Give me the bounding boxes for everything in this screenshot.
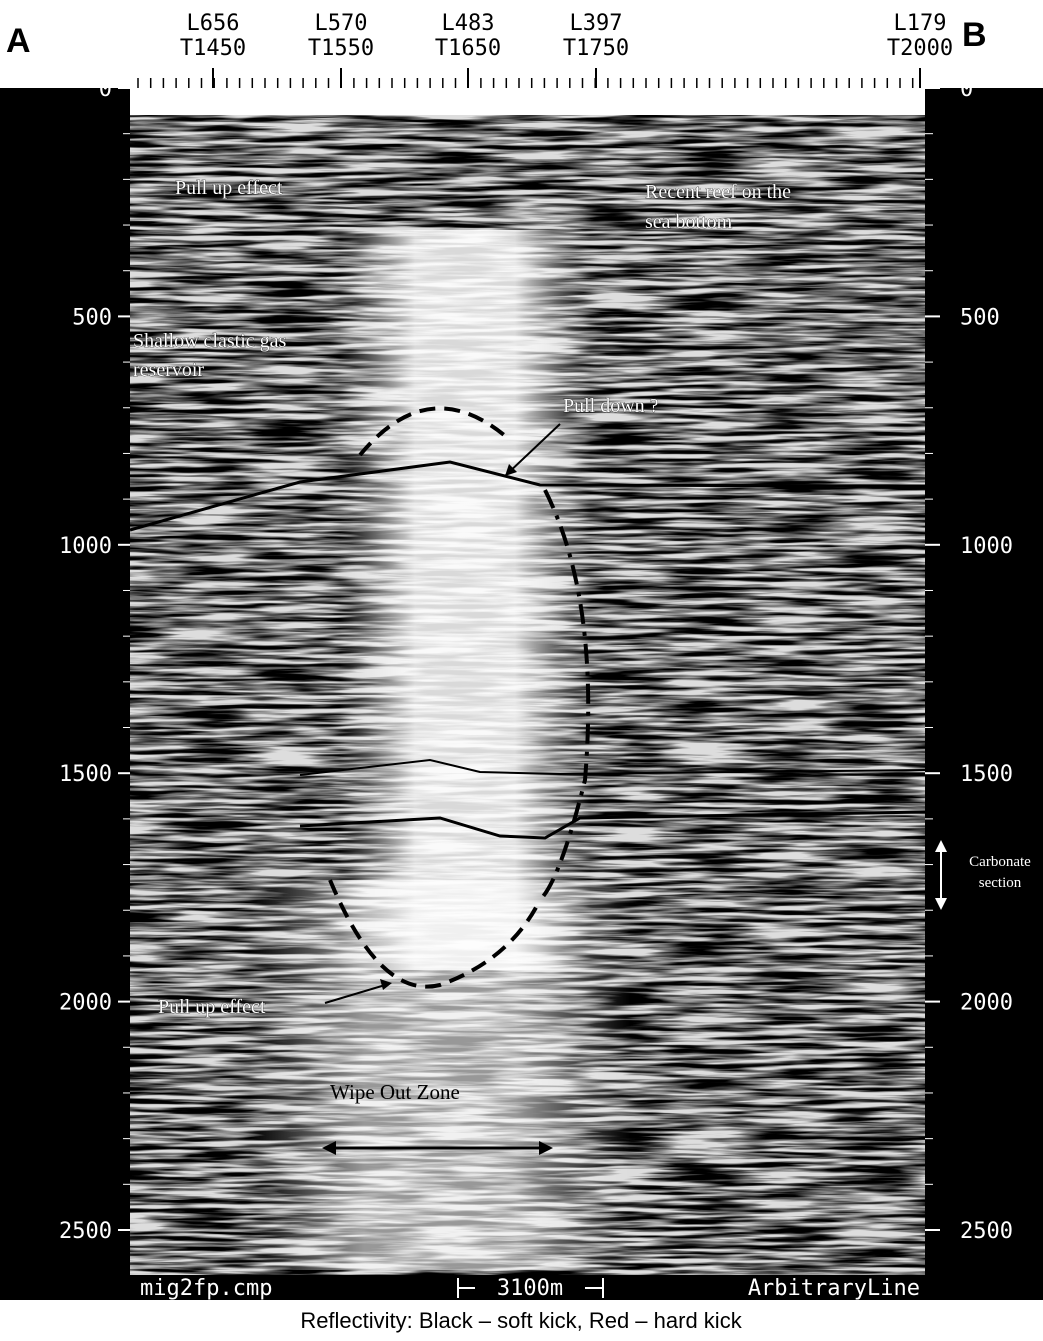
trace-label: T1650 (435, 36, 501, 61)
line-label: L570 (315, 11, 368, 36)
caption: Reflectivity: Black – soft kick, Red – h… (300, 1308, 742, 1333)
carbonate-marker (935, 840, 947, 910)
trace-label: T1550 (308, 36, 374, 61)
depth-label: 2500 (960, 1219, 1013, 1244)
line-label: L656 (187, 11, 240, 36)
depth-label: 500 (72, 305, 112, 330)
trace-label: T2000 (887, 36, 953, 61)
annotation: Shallow clastic gas (133, 330, 287, 352)
left-strip (0, 60, 130, 1300)
footer-line-type: ArbitraryLine (748, 1276, 920, 1301)
trace-label: T1750 (563, 36, 629, 61)
line-label: L483 (442, 11, 495, 36)
depth-label: 2500 (59, 1219, 112, 1244)
depth-label: 1500 (59, 762, 112, 787)
annotation: Carbonate (969, 854, 1031, 870)
depth-label: 1000 (960, 534, 1013, 559)
footer-bar (130, 1275, 925, 1300)
depth-label: 2000 (960, 991, 1013, 1016)
right-strip (925, 60, 1043, 1300)
corner-label: B (962, 16, 987, 54)
depth-label: 1500 (960, 762, 1013, 787)
seismic-image (129, 88, 926, 1278)
depth-axes: 0 0 500 500 1000 1000 1500 1500 2000 2000 2500 2500 (59, 68, 1013, 1244)
annotation: section (979, 875, 1022, 891)
depth-label: 0 (99, 77, 112, 102)
annotation: sea bottom (645, 211, 733, 233)
top-strip (0, 60, 1043, 88)
header (0, 0, 1043, 60)
depth-label: 2000 (59, 991, 112, 1016)
annotation: Pull up effect (158, 996, 266, 1018)
footer-file: mig2fp.cmp (140, 1276, 272, 1301)
annotation: reservoir (133, 359, 204, 381)
footer-scale: 3100m (497, 1276, 563, 1301)
trace-label: T1450 (180, 36, 246, 61)
line-label: L397 (570, 11, 623, 36)
depth-label: 500 (960, 305, 1000, 330)
annotation: Wipe Out Zone (330, 1080, 460, 1104)
depth-label: 1000 (59, 534, 112, 559)
annotation: Recent reef on the (645, 181, 791, 203)
line-label: L179 (894, 11, 947, 36)
annotation: Pull up effect (175, 177, 283, 199)
scale-bar (457, 1278, 604, 1298)
annotation: Pull down ? (563, 395, 659, 417)
depth-label: 0 (960, 77, 973, 102)
corner-label: A (6, 22, 31, 60)
